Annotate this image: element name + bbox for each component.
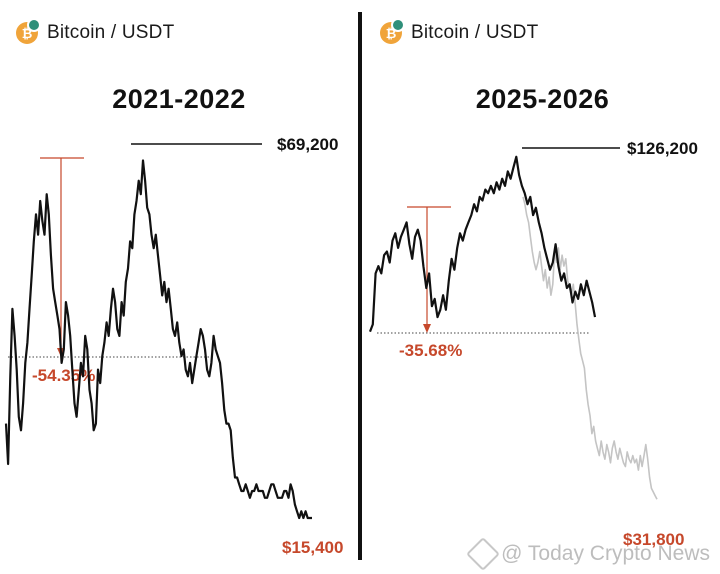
drawdown-label: -35.68% xyxy=(399,341,462,360)
chart-panel-2021-2022: ₿ Bitcoin / USDT 2021-2022 $69,200 -54.3… xyxy=(0,0,358,574)
watermark-text: @ Today Crypto News xyxy=(501,542,710,565)
chart-svg-right: $126,200 -35.68% $31,800 xyxy=(368,139,698,549)
today-crypto-diamond-icon xyxy=(466,537,501,571)
low-label: $15,400 xyxy=(282,538,343,557)
chart-svg-left: $69,200 -54.35% $15,400 xyxy=(4,135,343,557)
drawdown-arrow-head xyxy=(423,324,431,333)
chart-panel-2025-2026: ₿ Bitcoin / USDT 2025-2026 $126,200 -35.… xyxy=(365,0,720,574)
pair-header: ₿ Bitcoin / USDT xyxy=(16,18,175,44)
low-label: $31,800 xyxy=(623,530,684,549)
chart-title: 2021-2022 xyxy=(112,84,246,114)
panel-divider xyxy=(358,12,362,560)
peak-label: $69,200 xyxy=(277,135,338,154)
price-series-line xyxy=(368,155,597,333)
bitcoin-coin-icon: ₿ xyxy=(16,18,41,44)
pair-header: ₿ Bitcoin / USDT xyxy=(380,18,539,44)
chart-title: 2025-2026 xyxy=(475,84,610,114)
pair-label: Bitcoin / USDT xyxy=(47,22,175,43)
watermark: @ Today Crypto News xyxy=(466,537,710,571)
pair-label: Bitcoin / USDT xyxy=(411,22,539,43)
drawdown-label: -54.35% xyxy=(32,366,95,385)
price-series-line xyxy=(4,159,312,520)
projection-series-line xyxy=(522,196,658,500)
bitcoin-coin-icon: ₿ xyxy=(380,18,405,44)
peak-label: $126,200 xyxy=(627,139,698,158)
